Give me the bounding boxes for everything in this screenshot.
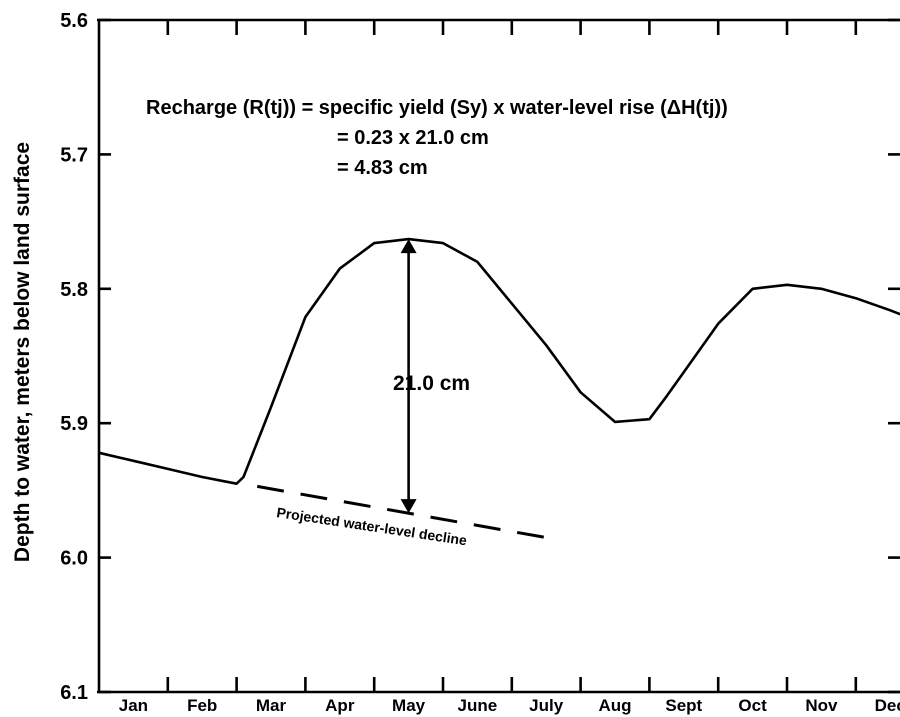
rise-arrow-head-top <box>400 239 417 254</box>
y-tick-label: 6.1 <box>60 682 88 704</box>
x-tick-label: July <box>529 696 564 715</box>
rise-label: 21.0 cm <box>393 372 470 395</box>
water-level-line <box>98 237 900 486</box>
formula-line-3: = 4.83 cm <box>337 157 428 179</box>
formula-line-1: Recharge (R(tj)) = specific yield (Sy) x… <box>146 97 728 119</box>
x-tick-label: Jan <box>119 696 148 715</box>
y-axis-label: Depth to water, meters below land surfac… <box>11 142 34 562</box>
rise-arrow-head-bottom <box>400 499 417 514</box>
plot-frame <box>97 18 900 694</box>
rise-arrow <box>400 239 417 514</box>
x-axis-tick-labels: Jan Feb Mar Apr May June July Aug Sept Oct Nov Dec <box>119 696 900 715</box>
y-axis-tick-labels: 5.6 5.7 5.8 5.9 6.0 6.1 <box>60 10 88 704</box>
formula-line-2: = 0.23 x 21.0 cm <box>337 127 489 149</box>
y-tick-label: 5.6 <box>60 10 88 32</box>
x-tick-label: Oct <box>738 696 767 715</box>
projected-decline-line <box>256 484 554 541</box>
x-tick-label: Sept <box>665 696 702 715</box>
x-axis-ticks <box>166 20 858 692</box>
x-tick-label: Nov <box>805 696 838 715</box>
x-tick-label: June <box>458 696 498 715</box>
x-tick-label: Feb <box>187 696 217 715</box>
x-tick-label: Apr <box>325 696 355 715</box>
series-layer <box>98 237 900 541</box>
y-tick-label: 5.9 <box>60 413 88 435</box>
y-tick-label: 6.0 <box>60 548 88 570</box>
x-tick-label: May <box>392 696 426 715</box>
x-tick-label: Aug <box>598 696 631 715</box>
y-tick-label: 5.8 <box>60 279 88 301</box>
y-tick-label: 5.7 <box>60 144 88 166</box>
x-tick-label: Mar <box>256 696 287 715</box>
x-tick-label: Dec <box>875 696 900 715</box>
projection-label: Projected water-level decline <box>276 504 469 548</box>
y-axis-ticks <box>99 18 900 694</box>
